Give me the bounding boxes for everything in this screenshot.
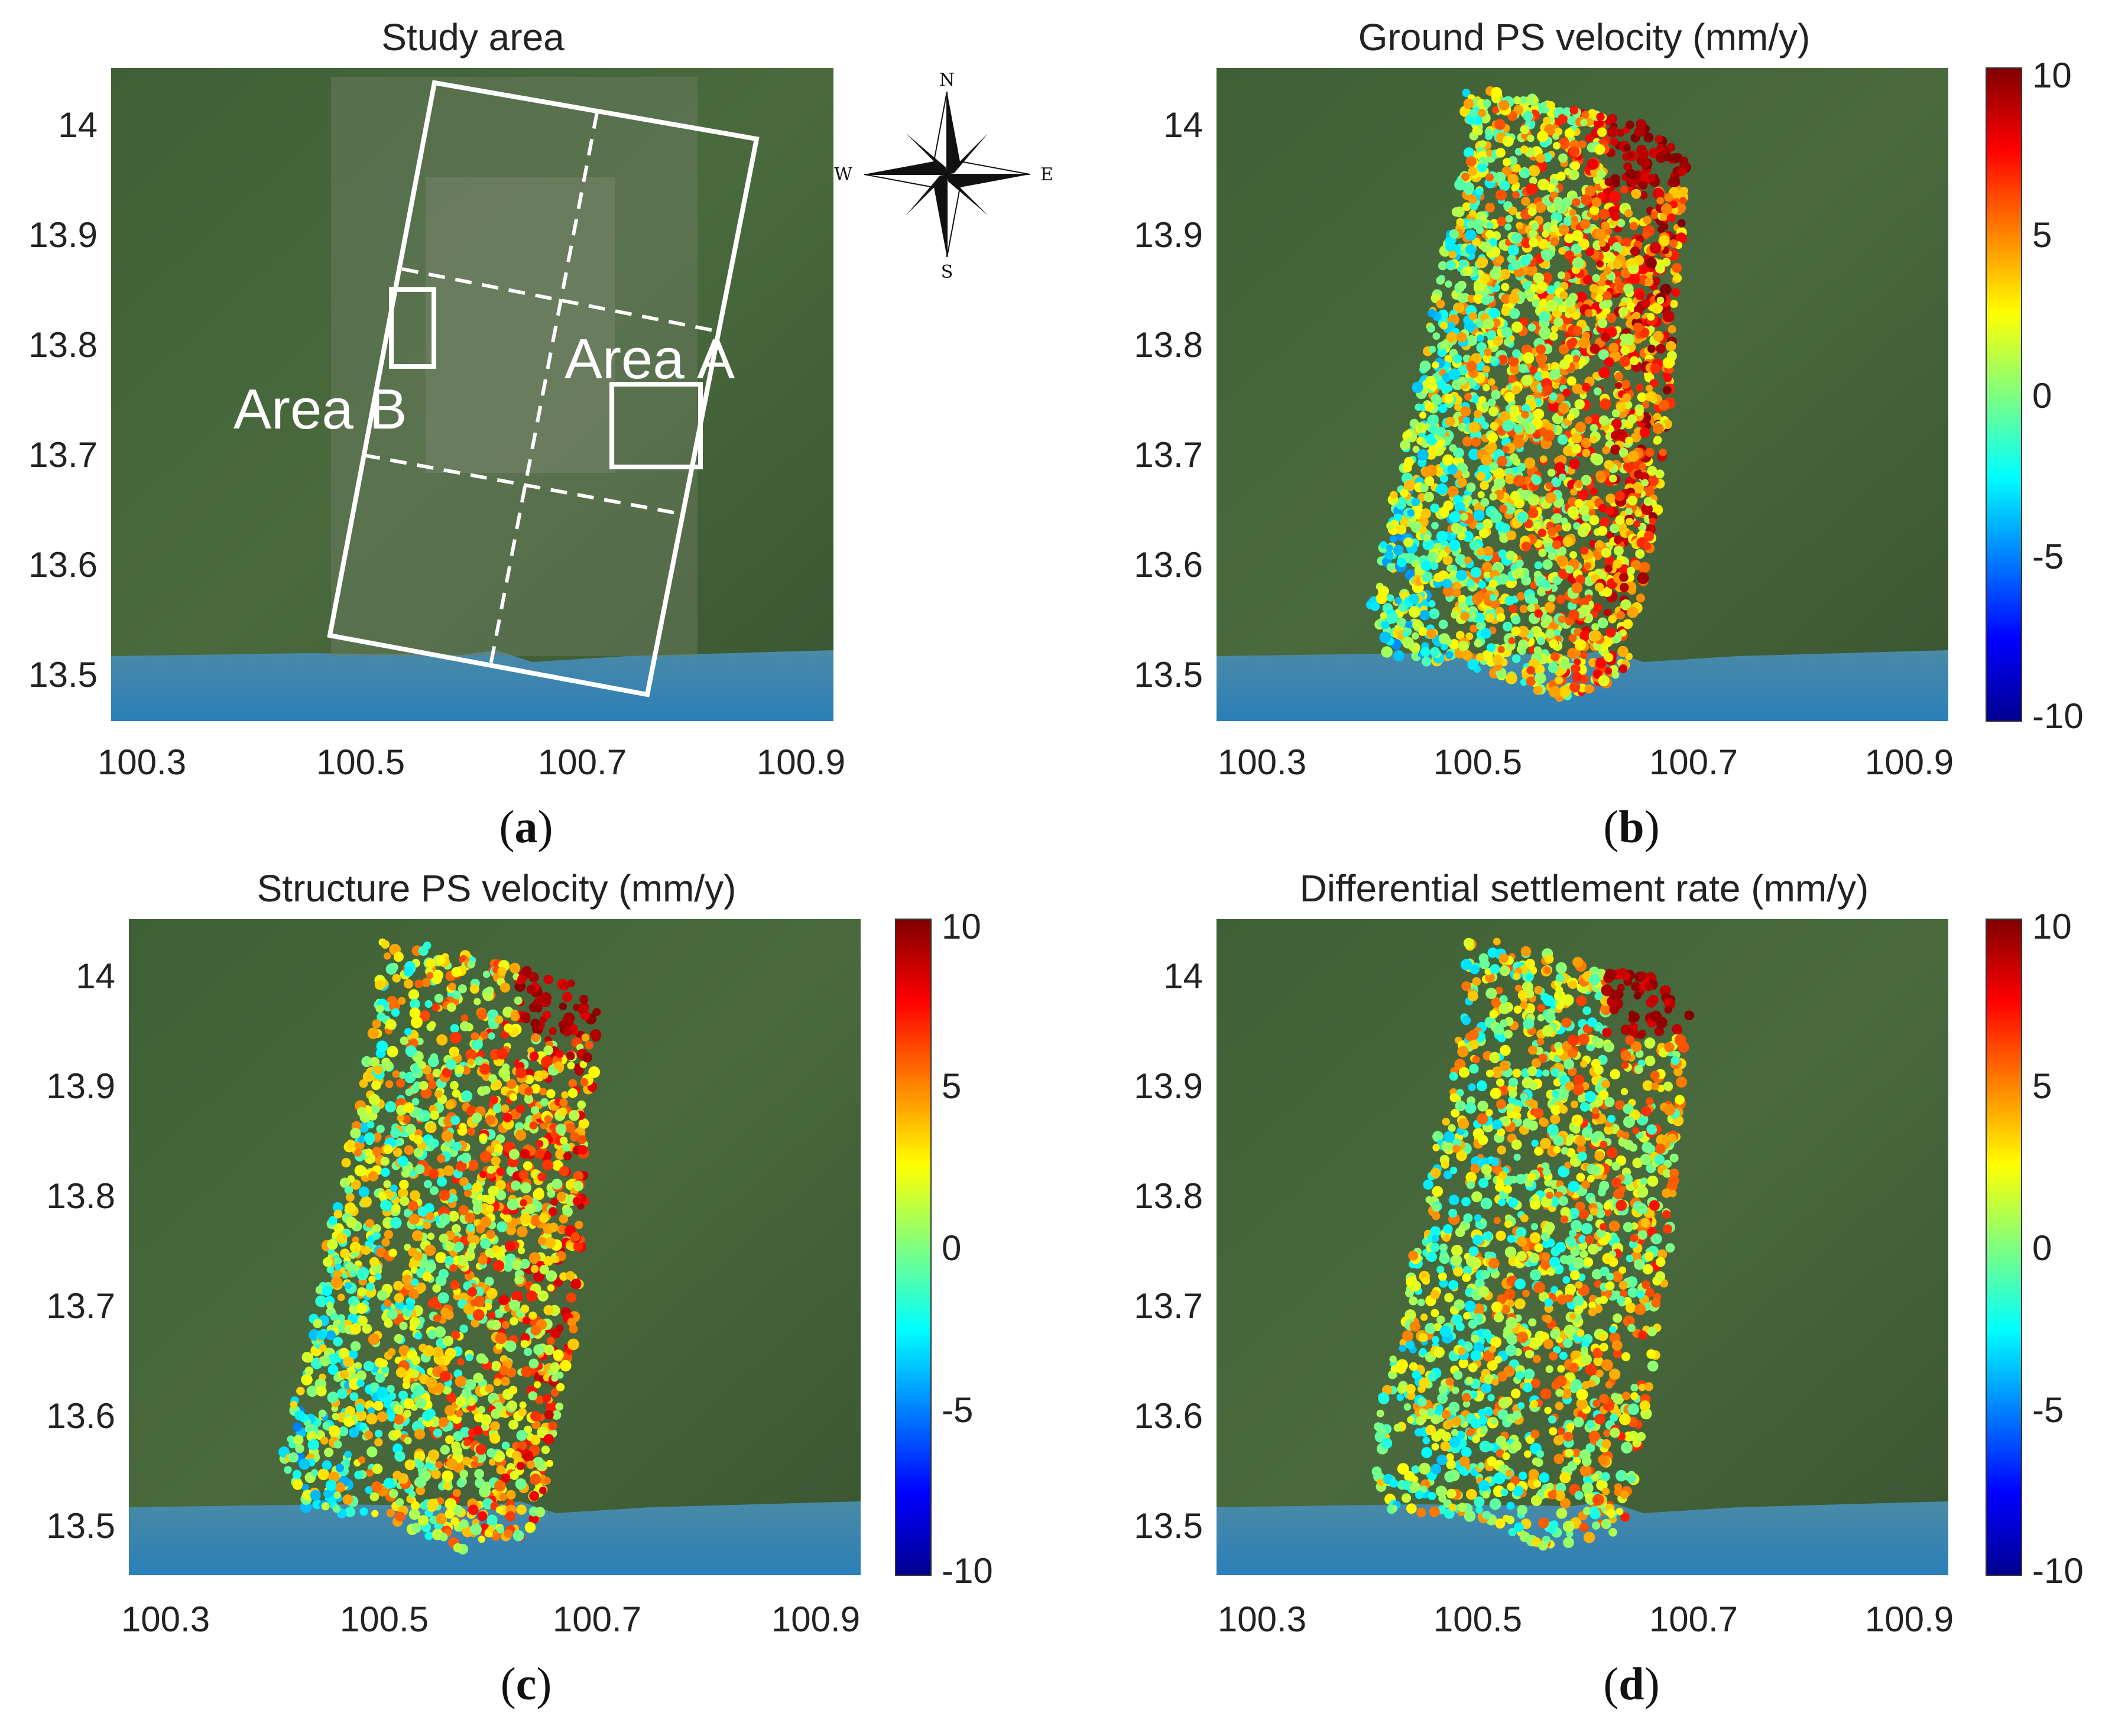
colorbar: 10 5 0 -5 -10 bbox=[895, 907, 993, 1591]
svg-text:13.8: 13.8 bbox=[28, 325, 98, 365]
colorbar: 10 5 0 -5 -10 bbox=[1986, 56, 2084, 736]
svg-text:13.8: 13.8 bbox=[46, 1176, 115, 1216]
svg-text:-10: -10 bbox=[2032, 696, 2084, 736]
area-a-box bbox=[609, 382, 703, 469]
panel-d: Differential settlement rate (mm/y) 14 1… bbox=[1134, 867, 2084, 1709]
svg-text:13.5: 13.5 bbox=[1134, 655, 1203, 695]
svg-text:0: 0 bbox=[2032, 376, 2052, 416]
ps-points-layer bbox=[278, 938, 602, 1555]
caption-c: (c) bbox=[501, 1658, 552, 1709]
x-axis-ticks: 100.3 100.5 100.7 100.9 bbox=[1218, 742, 1954, 782]
svg-text:14: 14 bbox=[76, 956, 115, 996]
grid-dashes bbox=[363, 112, 717, 666]
x-axis-ticks: 100.3 100.5 100.7 100.9 bbox=[98, 742, 845, 782]
y-axis-ticks: 14 13.9 13.8 13.7 13.6 13.5 bbox=[1134, 956, 1203, 1546]
svg-text:100.7: 100.7 bbox=[1649, 742, 1738, 782]
svg-text:-5: -5 bbox=[942, 1390, 973, 1430]
x-axis-ticks: 100.3 100.5 100.7 100.9 bbox=[1218, 1599, 1954, 1639]
svg-text:10: 10 bbox=[2032, 56, 2072, 95]
panel-a: Study area Area A Area B 14 13.9 13.8 13… bbox=[28, 16, 1053, 852]
panel-title: Differential settlement rate (mm/y) bbox=[1300, 867, 1869, 910]
panel-title: Study area bbox=[381, 16, 565, 59]
caption-d: (d) bbox=[1603, 1658, 1659, 1709]
svg-text:100.3: 100.3 bbox=[98, 742, 186, 782]
svg-text:100.5: 100.5 bbox=[1433, 742, 1522, 782]
panel-title: Ground PS velocity (mm/y) bbox=[1358, 16, 1811, 59]
svg-text:10: 10 bbox=[942, 907, 981, 946]
area-a-label: Area A bbox=[565, 327, 735, 391]
svg-text:100.3: 100.3 bbox=[1218, 742, 1306, 782]
svg-text:100.9: 100.9 bbox=[771, 1599, 860, 1639]
panel-title: Structure PS velocity (mm/y) bbox=[257, 867, 737, 910]
svg-text:13.9: 13.9 bbox=[1134, 215, 1203, 255]
x-axis-ticks: 100.3 100.5 100.7 100.9 bbox=[121, 1599, 860, 1639]
y-axis-ticks: 14 13.9 13.8 13.7 13.6 13.5 bbox=[1134, 105, 1203, 695]
svg-text:100.9: 100.9 bbox=[1865, 742, 1954, 782]
svg-text:E: E bbox=[1040, 164, 1053, 185]
caption-a: (a) bbox=[499, 801, 553, 852]
svg-text:0: 0 bbox=[942, 1228, 961, 1268]
svg-text:13.7: 13.7 bbox=[1134, 435, 1203, 475]
svg-text:13.7: 13.7 bbox=[46, 1286, 115, 1326]
svg-text:100.9: 100.9 bbox=[757, 742, 845, 782]
map-background bbox=[111, 68, 833, 721]
svg-text:5: 5 bbox=[2032, 215, 2052, 255]
svg-text:100.7: 100.7 bbox=[553, 1599, 641, 1639]
area-b-label: Area B bbox=[233, 378, 407, 441]
panel-b: Ground PS velocity (mm/y) 14 13.9 13.8 1… bbox=[1134, 16, 2084, 852]
svg-text:13.6: 13.6 bbox=[1134, 545, 1203, 585]
y-axis-ticks: 14 13.9 13.8 13.7 13.6 13.5 bbox=[46, 956, 115, 1546]
svg-text:S: S bbox=[941, 262, 953, 283]
svg-text:-5: -5 bbox=[2032, 537, 2064, 576]
svg-text:100.5: 100.5 bbox=[316, 742, 405, 782]
svg-text:13.7: 13.7 bbox=[28, 435, 98, 475]
svg-text:100.3: 100.3 bbox=[121, 1599, 210, 1639]
study-area-outline bbox=[327, 80, 760, 697]
colorbar: 10 5 0 -5 -10 bbox=[1986, 907, 2084, 1591]
svg-text:-10: -10 bbox=[942, 1551, 993, 1591]
ps-points-layer bbox=[1371, 937, 1694, 1551]
svg-text:13.9: 13.9 bbox=[46, 1066, 115, 1106]
svg-text:5: 5 bbox=[942, 1066, 961, 1106]
svg-text:13.6: 13.6 bbox=[46, 1396, 115, 1436]
svg-text:W: W bbox=[834, 164, 852, 185]
svg-text:13.6: 13.6 bbox=[28, 545, 98, 585]
compass-rose-icon: N S E W bbox=[834, 70, 1053, 283]
svg-text:13.5: 13.5 bbox=[46, 1506, 115, 1546]
svg-text:N: N bbox=[939, 70, 955, 90]
caption-b: (b) bbox=[1603, 801, 1659, 852]
svg-text:13.9: 13.9 bbox=[28, 215, 98, 255]
y-axis-ticks: 14 13.9 13.8 13.7 13.6 13.5 bbox=[28, 105, 98, 695]
svg-text:13.8: 13.8 bbox=[1134, 325, 1203, 365]
svg-text:14: 14 bbox=[1163, 105, 1203, 145]
area-b-box bbox=[389, 287, 436, 369]
svg-text:13.5: 13.5 bbox=[28, 655, 98, 695]
svg-text:14: 14 bbox=[58, 105, 98, 145]
svg-text:100.7: 100.7 bbox=[538, 742, 627, 782]
panel-c: Structure PS velocity (mm/y) 14 13.9 13.… bbox=[46, 867, 993, 1709]
ps-points-layer bbox=[1365, 86, 1691, 702]
svg-text:100.5: 100.5 bbox=[340, 1599, 429, 1639]
